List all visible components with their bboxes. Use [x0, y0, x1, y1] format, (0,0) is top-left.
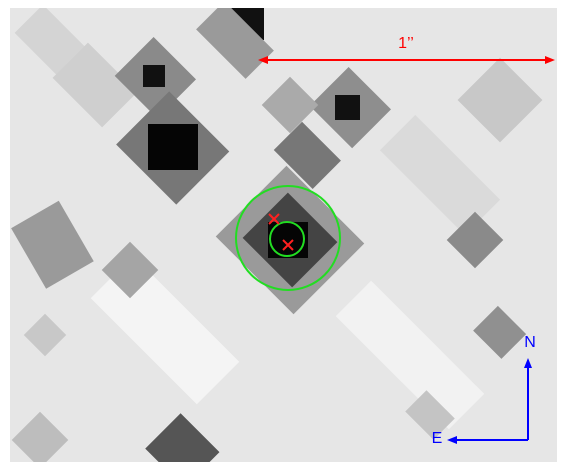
sky-image [10, 8, 557, 462]
east-label: E [432, 430, 443, 447]
arrow-head [545, 56, 555, 64]
scale-label: 1’’ [398, 35, 414, 52]
pixel-patch [196, 8, 274, 79]
pixel-patch [14, 8, 86, 76]
inner-circle [269, 221, 305, 257]
pixel-patch [11, 200, 94, 289]
pixel-patch [143, 65, 165, 87]
pixel-patch [457, 57, 543, 143]
pixel-patch [23, 313, 67, 357]
pixel-patch [148, 124, 198, 170]
target-markers [235, 185, 341, 291]
outer-circle [235, 185, 341, 291]
pixel-patch [335, 95, 360, 120]
pixel-patch [335, 280, 485, 430]
pixel-patch [379, 114, 501, 236]
north-label: N [524, 334, 536, 351]
scale-bar: 1’’ [258, 35, 555, 64]
pixel-patch [52, 42, 138, 128]
pixel-patch [473, 305, 527, 359]
pixel-patch [273, 121, 341, 189]
cross-marker [282, 239, 294, 251]
arrow-head [447, 436, 457, 444]
cross-marker [268, 213, 280, 225]
pixel-patch [145, 413, 220, 462]
image-pixels [11, 8, 543, 462]
arrow-head [524, 358, 532, 368]
arrow-head [258, 56, 268, 64]
pixel-patch [405, 390, 455, 440]
compass: N E [432, 334, 536, 447]
